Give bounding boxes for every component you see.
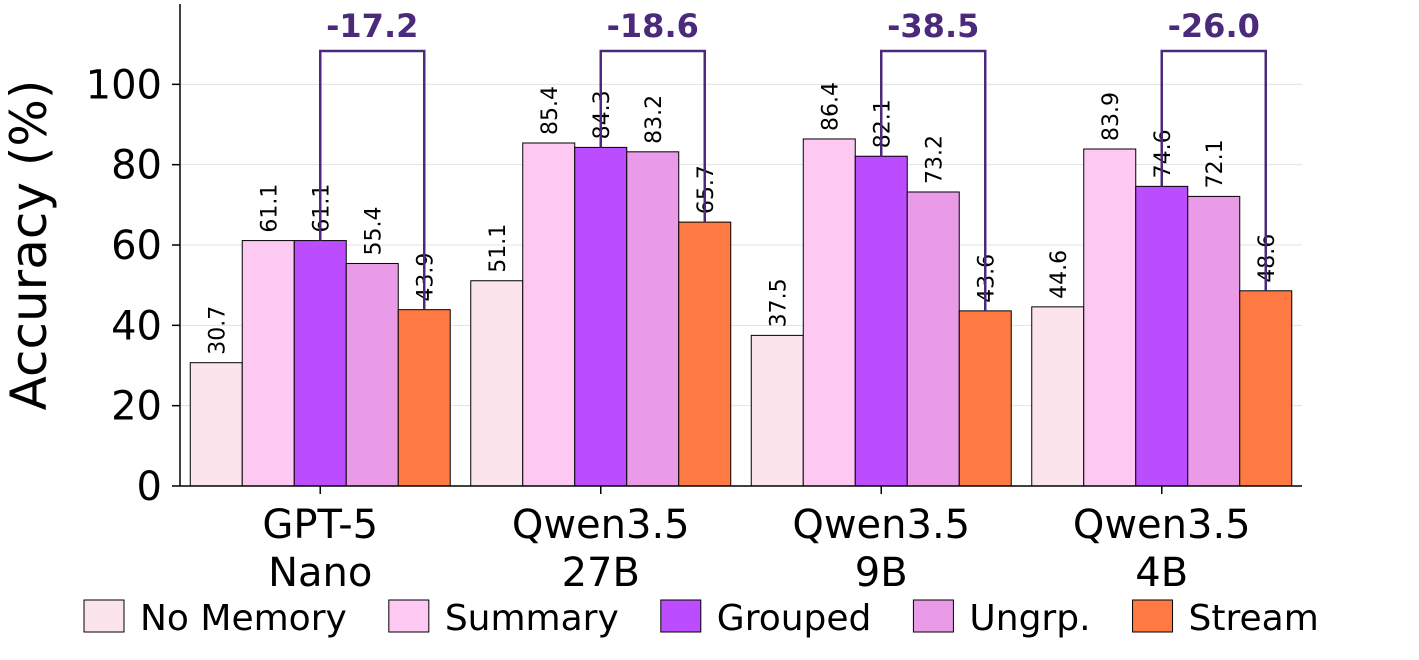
x-tick-label: 9B (855, 550, 908, 596)
difference-bracket (319, 49, 426, 310)
legend-label: Grouped (717, 598, 872, 639)
legend: No Memory Summary Grouped Ungrp. Stream (83, 598, 1319, 639)
y-axis-title: Accuracy (%) (0, 80, 58, 411)
value-labels: 30.7 51.1 37.5 44.6 61.1 85.4 86.4 83.9 61.1 84.3… (205, 82, 1280, 355)
legend-label: Stream (1189, 598, 1319, 639)
value-label: 30.7 (205, 306, 230, 355)
x-tick-label: GPT-5 (262, 502, 378, 548)
bar (189, 362, 243, 487)
value-label: 73.2 (922, 135, 947, 184)
bar (678, 221, 732, 487)
value-label: 61.1 (257, 184, 282, 233)
difference-bracket (599, 49, 706, 223)
bar (750, 334, 804, 487)
y-tick-label: 40 (111, 303, 162, 349)
value-label: 74.6 (1151, 129, 1176, 178)
value-label: 86.4 (818, 82, 843, 131)
difference-label: -17.2 (326, 7, 418, 45)
bar (574, 146, 628, 487)
value-label: 72.1 (1203, 139, 1228, 188)
axes: 020406080100GPT-5NanoQwen3.527BQwen3.59B… (86, 4, 1302, 596)
bar (854, 155, 908, 487)
value-label: 48.6 (1255, 234, 1280, 283)
value-label: 37.5 (766, 278, 791, 327)
difference-label: -38.5 (887, 7, 979, 45)
difference-annotations: -17.2 -18.6 -38.5 -26.0 (319, 7, 1267, 311)
value-label: 65.7 (694, 165, 719, 214)
bars (189, 138, 1293, 487)
bar (1239, 290, 1293, 487)
y-tick-label: 0 (137, 464, 162, 510)
bar (1083, 148, 1137, 487)
value-label: 83.2 (642, 95, 667, 144)
bar (470, 280, 524, 487)
y-tick-label: 20 (111, 384, 162, 430)
value-label: 43.6 (974, 254, 999, 303)
bar (397, 309, 451, 487)
legend-swatch (912, 599, 954, 633)
bar (522, 142, 576, 487)
legend-label: Ungrp. (969, 598, 1090, 639)
value-label: 43.9 (413, 253, 438, 302)
bar (958, 310, 1012, 487)
bar (1187, 195, 1241, 487)
difference-bracket (1160, 49, 1267, 291)
bar (802, 138, 856, 487)
legend-swatch (388, 599, 430, 633)
legend-swatch (1132, 599, 1174, 633)
value-label: 55.4 (361, 206, 386, 255)
x-tick-label: Qwen3.5 (1073, 502, 1251, 548)
legend-swatch (660, 599, 702, 633)
x-tick-label: Qwen3.5 (512, 502, 690, 548)
value-label: 85.4 (538, 86, 563, 135)
x-tick-label: Qwen3.5 (792, 502, 970, 548)
value-label: 61.1 (309, 184, 334, 233)
bar (1031, 306, 1085, 487)
bar (906, 191, 960, 487)
x-tick-label: 27B (562, 550, 640, 596)
bar (626, 151, 680, 487)
value-label: 44.6 (1047, 250, 1072, 299)
legend-label: Summary (445, 598, 619, 639)
difference-label: -26.0 (1168, 7, 1260, 45)
value-label: 84.3 (590, 90, 615, 139)
legend-swatch (83, 599, 125, 633)
x-tick-label: Nano (268, 550, 372, 596)
legend-label: No Memory (140, 598, 347, 639)
bar (241, 240, 295, 487)
y-tick-label: 60 (111, 223, 162, 269)
y-tick-label: 80 (111, 143, 162, 189)
difference-bracket (880, 49, 987, 311)
bar (293, 240, 347, 487)
value-label: 82.1 (870, 99, 895, 148)
x-tick-label: 4B (1135, 550, 1188, 596)
value-label: 51.1 (486, 224, 511, 273)
difference-label: -18.6 (607, 7, 699, 45)
bar (1135, 185, 1189, 487)
bar (345, 262, 399, 487)
value-label: 83.9 (1099, 92, 1124, 141)
y-tick-label: 100 (86, 62, 162, 108)
